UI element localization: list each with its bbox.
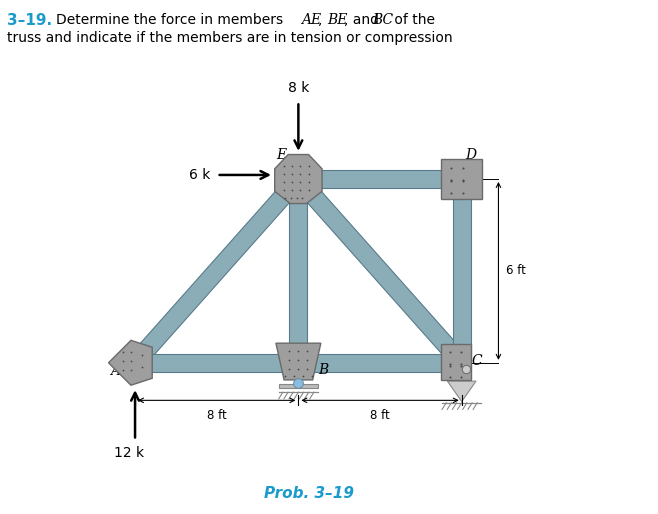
Text: 6 ft: 6 ft (506, 264, 526, 278)
Text: B: B (318, 363, 329, 377)
Polygon shape (291, 173, 468, 369)
Polygon shape (135, 354, 298, 372)
Text: 3–19.: 3–19. (7, 13, 52, 28)
Text: , and: , and (344, 13, 384, 27)
Polygon shape (298, 170, 462, 188)
Text: Determine the force in members: Determine the force in members (56, 13, 288, 27)
Text: A: A (110, 364, 120, 378)
Text: BE: BE (327, 13, 347, 27)
Text: 6 k: 6 k (190, 168, 211, 182)
Text: 8 ft: 8 ft (207, 409, 226, 423)
Polygon shape (128, 173, 305, 369)
Polygon shape (109, 340, 152, 385)
Text: D: D (465, 148, 476, 161)
Text: Prob. 3–19: Prob. 3–19 (264, 486, 353, 501)
Polygon shape (290, 179, 307, 363)
Polygon shape (453, 179, 470, 363)
Text: 12 k: 12 k (114, 447, 144, 461)
Text: of the: of the (390, 13, 434, 27)
Polygon shape (442, 344, 470, 380)
Text: BC: BC (372, 13, 393, 27)
Text: AE: AE (301, 13, 321, 27)
Polygon shape (274, 155, 322, 204)
Text: C: C (472, 354, 482, 368)
Text: 8 ft: 8 ft (370, 409, 390, 423)
Text: 8 k: 8 k (288, 81, 309, 95)
Bar (442, 159, 482, 198)
Polygon shape (298, 354, 462, 372)
Text: ,: , (318, 13, 327, 27)
Text: E: E (276, 148, 286, 161)
Polygon shape (447, 381, 476, 401)
Bar (279, 384, 318, 388)
Polygon shape (276, 343, 321, 380)
Text: truss and indicate if the members are in tension or compression: truss and indicate if the members are in… (7, 31, 452, 45)
